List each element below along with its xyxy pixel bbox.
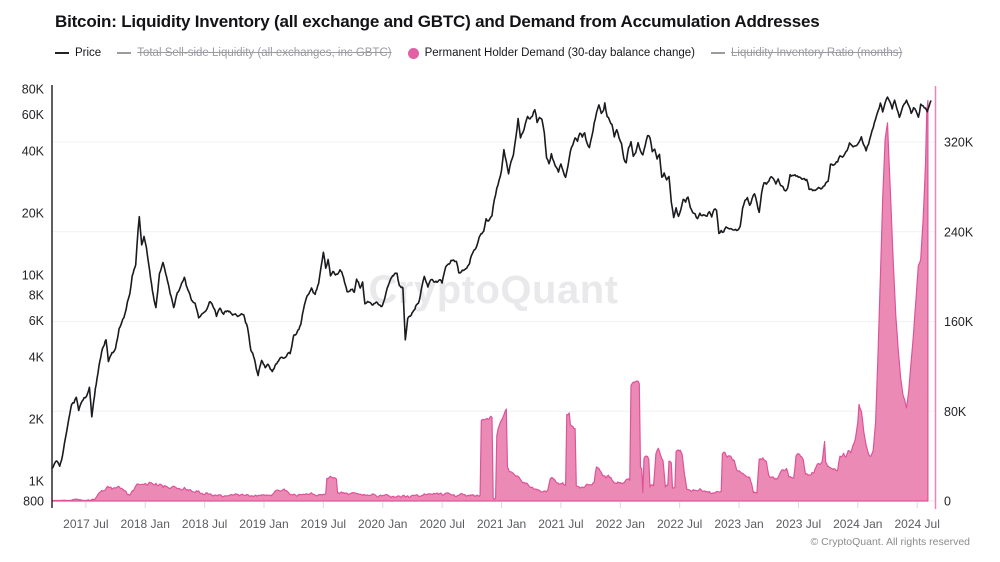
left-axis-tick-label: 6K bbox=[29, 314, 45, 328]
x-axis-tick-label: 2023 Jan bbox=[714, 517, 763, 531]
sellside-line-marker-icon bbox=[117, 52, 132, 54]
right-axis-tick-label: 80K bbox=[944, 405, 967, 419]
copyright-text: © CryptoQuant. All rights reserved bbox=[810, 536, 970, 548]
demand-area-series bbox=[52, 99, 929, 502]
legend-item-permanent-holder-demand[interactable]: Permanent Holder Demand (30-day balance … bbox=[407, 47, 696, 59]
chart-legend: Price Total Sell-side Liquidity (all exc… bbox=[55, 47, 902, 59]
x-axis-tick-label: 2021 Jan bbox=[477, 517, 526, 531]
left-axis-tick-label: 60K bbox=[22, 108, 45, 122]
right-axis-tick-label: 0 bbox=[944, 495, 951, 509]
price-line-marker-icon bbox=[55, 52, 69, 54]
chart-title: Bitcoin: Liquidity Inventory (all exchan… bbox=[55, 12, 820, 31]
legend-label-price: Price bbox=[75, 47, 102, 59]
left-axis-tick-label: 80K bbox=[22, 83, 45, 97]
left-axis-tick-label: 1K bbox=[29, 475, 45, 489]
x-axis-tick-label: 2018 Jul bbox=[182, 517, 227, 531]
ratio-line-marker-icon bbox=[711, 52, 726, 54]
x-axis-tick-label: 2020 Jan bbox=[358, 517, 407, 531]
legend-item-sellside-liquidity[interactable]: Total Sell-side Liquidity (all exchanges… bbox=[117, 47, 392, 59]
x-axis-tick-label: 2020 Jul bbox=[419, 517, 464, 531]
watermark-text: CryptoQuant bbox=[369, 268, 619, 312]
x-axis-tick-label: 2019 Jan bbox=[239, 517, 288, 531]
right-axis-tick-label: 240K bbox=[944, 225, 974, 239]
left-axis-tick-label: 8K bbox=[29, 289, 45, 303]
x-axis-tick-label: 2021 Jul bbox=[538, 517, 583, 531]
left-axis-tick-label: 10K bbox=[22, 269, 45, 283]
x-axis-tick-label: 2018 Jan bbox=[121, 517, 170, 531]
right-axis-tick-label: 160K bbox=[944, 315, 974, 329]
legend-label-permanent-holder-demand: Permanent Holder Demand (30-day balance … bbox=[424, 47, 696, 59]
x-axis-tick-label: 2024 Jan bbox=[833, 517, 882, 531]
x-axis-tick-label: 2024 Jul bbox=[894, 517, 939, 531]
x-axis-tick-label: 2017 Jul bbox=[63, 517, 108, 531]
x-axis-tick-label: 2022 Jul bbox=[657, 517, 702, 531]
left-axis-tick-label: 800 bbox=[23, 495, 44, 509]
left-axis-tick-label: 40K bbox=[22, 145, 45, 159]
legend-label-liquidity-inventory-ratio: Liquidity Inventory Ratio (months) bbox=[731, 47, 903, 59]
left-axis-tick-label: 2K bbox=[29, 413, 45, 427]
demand-dot-marker-icon bbox=[407, 47, 419, 59]
legend-item-price[interactable]: Price bbox=[55, 47, 101, 59]
x-axis-tick-label: 2023 Jul bbox=[776, 517, 821, 531]
right-axis-tick-label: 320K bbox=[944, 136, 974, 150]
left-axis-tick-label: 4K bbox=[29, 351, 45, 365]
legend-item-liquidity-inventory-ratio[interactable]: Liquidity Inventory Ratio (months) bbox=[711, 47, 902, 59]
legend-label-sellside-liquidity: Total Sell-side Liquidity (all exchanges… bbox=[137, 47, 392, 59]
price-line-series bbox=[51, 96, 932, 470]
x-axis-tick-label: 2022 Jan bbox=[596, 517, 645, 531]
left-axis-tick-label: 20K bbox=[22, 207, 45, 221]
x-axis-tick-label: 2019 Jul bbox=[301, 517, 346, 531]
